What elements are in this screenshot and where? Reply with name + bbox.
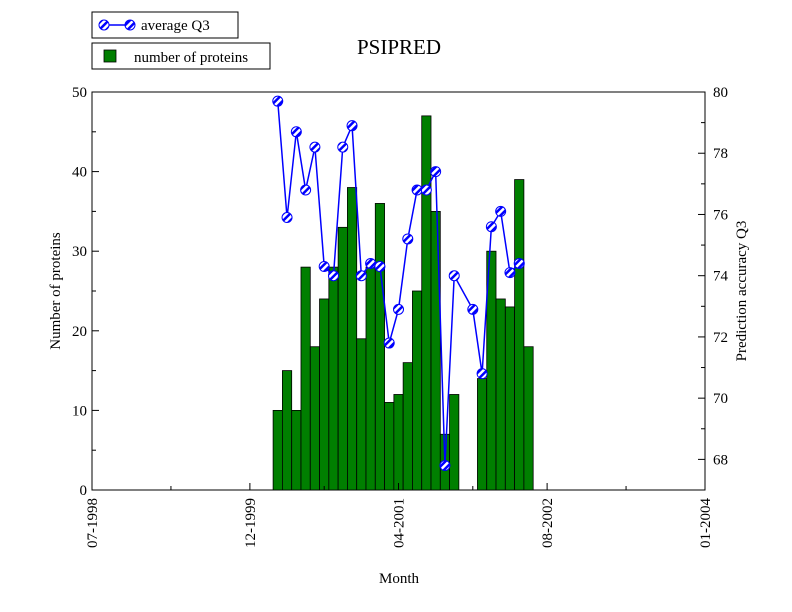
data-point [439, 460, 451, 472]
y2-tick-label: 74 [713, 269, 729, 285]
data-point [476, 368, 488, 380]
data-point [290, 126, 302, 138]
data-point [281, 212, 293, 224]
legend-label-bars: number of proteins [134, 50, 248, 66]
y2-tick-label: 68 [713, 452, 728, 468]
data-point [374, 261, 386, 273]
data-point [393, 303, 404, 315]
x-tick-label: 01-2004 [698, 498, 714, 548]
x-tick-label: 08-2002 [540, 498, 556, 548]
bar [309, 346, 320, 491]
data-point [485, 221, 497, 233]
data-point [467, 303, 479, 315]
y-tick-label: 0 [80, 483, 88, 499]
data-point [365, 257, 377, 269]
data-point [513, 257, 525, 269]
y2-tick-label: 76 [713, 207, 729, 223]
legend-marker [124, 19, 136, 31]
y-tick-label: 10 [72, 403, 87, 419]
data-point [420, 184, 432, 196]
x-axis-label: Month [379, 571, 420, 587]
bar [272, 409, 283, 491]
bar [281, 370, 293, 491]
bar [477, 378, 488, 491]
data-point [504, 267, 516, 279]
y2-tick-label: 72 [713, 330, 728, 346]
bar [523, 346, 534, 491]
y-tick-label: 20 [72, 324, 87, 340]
data-point [337, 141, 349, 153]
bar [300, 266, 311, 491]
legend-label-line: average Q3 [141, 18, 210, 34]
y2-tick-label: 70 [713, 391, 728, 407]
data-point [355, 270, 367, 282]
x-tick-label: 04-2001 [392, 498, 408, 548]
bar [291, 409, 302, 491]
bar [495, 298, 506, 491]
bar [347, 187, 358, 491]
bar [319, 298, 330, 491]
y2-axis-label: Prediction accuracy Q3 [734, 221, 750, 362]
data-point [327, 270, 339, 282]
data-point [495, 205, 507, 217]
bar [384, 402, 395, 491]
x-tick-label: 12-1999 [243, 498, 259, 548]
axes-layer: 0 10 20 30 40 50 68 70 72 74 76 78 80 07-1998 12-1999 0… [72, 85, 729, 548]
data-point [411, 184, 423, 196]
data-point [448, 270, 460, 282]
data-point [402, 233, 414, 245]
bars-layer [272, 115, 534, 491]
chart-title: PSIPRED [357, 35, 441, 59]
bar [365, 266, 376, 491]
bar [328, 266, 339, 491]
legend: average Q3 number of proteins [91, 11, 271, 70]
data-point [300, 184, 312, 196]
y2-tick-label: 80 [713, 85, 728, 101]
bar [393, 394, 404, 491]
y-axis-label: Number of proteins [48, 232, 64, 350]
bar [421, 115, 432, 491]
legend-bar-swatch [103, 49, 117, 63]
bar [374, 203, 385, 491]
bar [430, 210, 441, 491]
data-point [346, 120, 358, 132]
data-point [318, 261, 330, 273]
y-tick-label: 40 [72, 165, 87, 181]
data-point [309, 141, 321, 153]
line-layer [272, 95, 525, 472]
legend-box-bars [91, 42, 271, 70]
bar [504, 306, 515, 491]
y-tick-label: 50 [72, 85, 87, 101]
x-tick-label: 07-1998 [85, 498, 101, 548]
bar [514, 179, 525, 491]
y2-tick-label: 78 [713, 146, 728, 162]
bar [402, 362, 413, 491]
legend-marker [98, 19, 110, 31]
y-tick-label: 30 [72, 244, 87, 260]
data-point [272, 95, 284, 107]
bar [337, 226, 348, 491]
data-point [430, 166, 442, 178]
bar [412, 290, 423, 491]
series-line [277, 101, 520, 466]
bar [449, 394, 460, 491]
bar [356, 338, 367, 491]
data-point [383, 337, 395, 349]
